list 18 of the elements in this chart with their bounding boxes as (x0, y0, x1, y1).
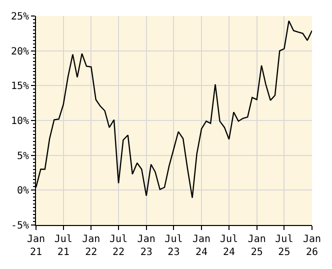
y-tick-label: 25% (10, 12, 29, 22)
x-tick-label: Jan 25 (248, 234, 266, 258)
x-tick-label: Jul 23 (164, 234, 183, 258)
y-tick-label: 5% (16, 150, 29, 162)
x-tick-label: Jan 23 (137, 234, 156, 258)
x-tick-label: Jul 25 (275, 234, 294, 258)
x-tick-label: Jan 26 (302, 234, 322, 258)
y-tick-label: -5% (10, 220, 29, 232)
x-tick-label: Jan 22 (82, 234, 100, 258)
y-tick-label: 20% (10, 46, 29, 58)
x-tick-label: Jul 21 (54, 234, 72, 258)
x-tick-label: Jan 21 (26, 234, 46, 258)
y-tick-label: 10% (10, 116, 29, 127)
x-tick-label: Jan 24 (192, 234, 211, 258)
y-tick-label: 0% (16, 186, 29, 197)
x-tick-label: Jul 24 (220, 234, 238, 258)
y-tick-label: 15% (10, 81, 29, 92)
x-tick-label: Jul 22 (110, 234, 128, 258)
